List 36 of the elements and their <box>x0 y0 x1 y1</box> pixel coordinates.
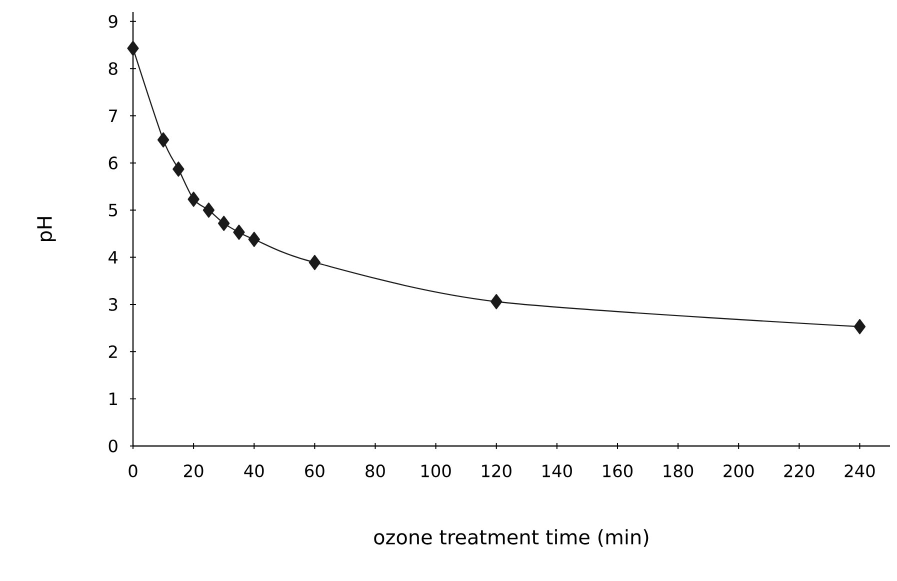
point <box>490 294 502 310</box>
y-tick-label: 1 <box>110 392 117 405</box>
x-tick-label: 180 <box>664 464 694 478</box>
point <box>127 40 139 56</box>
y-axis-title: pH <box>37 217 56 241</box>
x-tick-label: 140 <box>542 464 572 478</box>
x-axis-title: ozone treatment time (min) <box>374 529 648 547</box>
y-tick-label: 3 <box>109 298 118 311</box>
y-tick-label: 0 <box>108 440 118 452</box>
x-tick-label: 0 <box>128 464 138 478</box>
x-tick-label: 80 <box>366 464 385 478</box>
x-tick-label: 20 <box>184 464 204 478</box>
point <box>172 161 184 177</box>
x-tick-label: 40 <box>244 464 264 478</box>
point <box>233 224 245 240</box>
y-tick-label: 4 <box>108 251 118 264</box>
y-tick-label: 6 <box>108 156 118 170</box>
point <box>218 216 230 231</box>
y-tick-label: 7 <box>109 110 118 122</box>
x-tick-label: 100 <box>422 464 451 478</box>
y-tick-label: 9 <box>108 15 118 28</box>
x-tick-label: 160 <box>603 464 633 478</box>
y-tick-label: 8 <box>108 62 118 75</box>
x-tick-label: 240 <box>844 464 875 478</box>
point <box>188 192 200 207</box>
point <box>202 202 215 218</box>
x-tick-label: 60 <box>305 464 324 478</box>
y-tick-label: 2 <box>108 345 117 358</box>
x-tick-label: 200 <box>724 464 754 478</box>
x-tick-label: 120 <box>482 464 512 478</box>
y-tick-label: 5 <box>109 204 118 216</box>
point <box>248 232 260 247</box>
point <box>157 132 170 148</box>
x-tick-label: 220 <box>784 464 814 478</box>
point <box>854 319 866 334</box>
point <box>308 254 321 270</box>
